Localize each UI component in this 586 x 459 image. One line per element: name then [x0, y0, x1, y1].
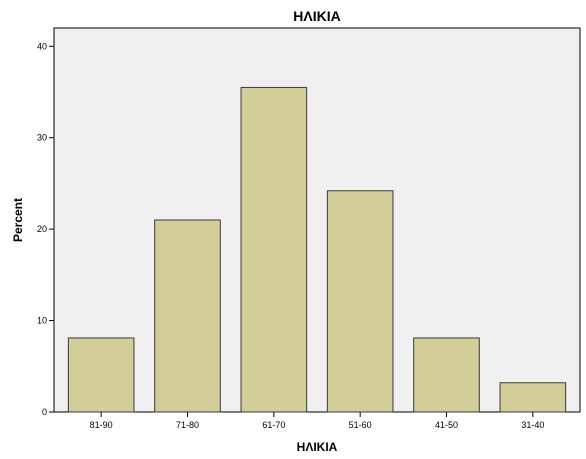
bars: [67, 86, 567, 413]
x-tick-label: 61-70: [262, 420, 285, 430]
y-tick-label: 10: [37, 316, 47, 326]
y-axis: 0 10 20 30 40: [37, 41, 54, 417]
bar-31-40: [499, 382, 567, 413]
x-tick-label: 31-40: [521, 420, 544, 430]
chart-title: ΗΛΙΚΙΑ: [293, 8, 340, 24]
x-tick-label: 51-60: [349, 420, 372, 430]
y-axis-title: Percent: [11, 198, 25, 242]
y-tick-label: 20: [37, 224, 47, 234]
x-axis: 81-90 71-80 61-70 51-60 41-50 31-40: [90, 412, 544, 430]
x-tick-label: 71-80: [176, 420, 199, 430]
x-tick-label: 81-90: [90, 420, 113, 430]
y-tick-label: 0: [42, 407, 47, 417]
bar-71-80: [154, 219, 221, 413]
bar-41-50: [413, 337, 480, 413]
y-tick-label: 30: [37, 133, 47, 143]
bar-61-70: [240, 86, 308, 413]
bar-51-60: [326, 190, 394, 413]
plot-area: [53, 27, 581, 413]
y-tick-label: 40: [37, 41, 47, 51]
bar-81-90: [67, 337, 135, 413]
x-tick-label: 41-50: [435, 420, 458, 430]
x-axis-title: ΗΛΙΚΙΑ: [297, 440, 338, 454]
